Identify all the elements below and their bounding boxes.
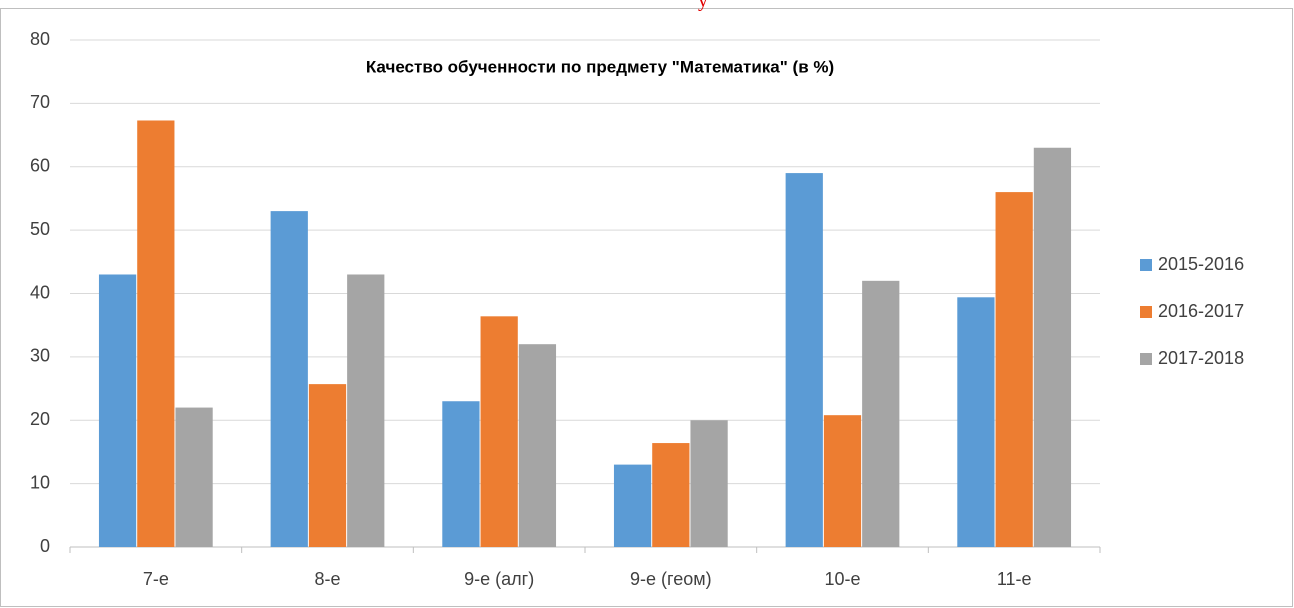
legend-label: 2017-2018 [1158,348,1244,368]
bar [175,407,213,547]
y-tick-label: 80 [30,29,50,49]
bar [480,316,518,547]
bar [347,274,385,547]
y-tick-label: 10 [30,472,50,492]
bar [137,120,175,547]
bar [442,401,480,547]
legend-label: 2015-2016 [1158,254,1244,274]
legend-swatch [1140,353,1152,365]
x-tick-label: 8-е [314,569,340,589]
bar [98,274,137,547]
bar [518,344,557,547]
legend-swatch [1140,259,1152,271]
y-tick-label: 70 [30,92,50,112]
y-tick-label: 30 [30,346,50,366]
x-tick-label: 7-е [143,569,169,589]
bar [785,173,823,547]
x-tick-label: 9-е (геом) [630,569,712,589]
y-tick-label: 40 [30,282,50,302]
chart-title: Качество обученности по предмету "Матема… [366,57,834,76]
bar [957,297,995,547]
bar [995,192,1033,547]
legend-label: 2016-2017 [1158,301,1244,321]
x-tick-label: 9-е (алг) [464,569,534,589]
bar [652,443,690,547]
y-tick-label: 60 [30,156,50,176]
bar [270,211,308,548]
bar [308,384,347,547]
bar [823,415,862,547]
legend-swatch [1140,306,1152,318]
y-tick-label: 0 [40,536,50,556]
y-tick-label: 20 [30,409,50,429]
bar [690,420,728,547]
x-tick-label: 10-е [824,569,860,589]
bar [862,280,900,547]
bar [613,464,652,547]
x-tick-label: 11-е [997,569,1032,589]
bar [1033,147,1072,548]
annotation: у [698,0,708,12]
y-tick-label: 50 [30,219,50,239]
